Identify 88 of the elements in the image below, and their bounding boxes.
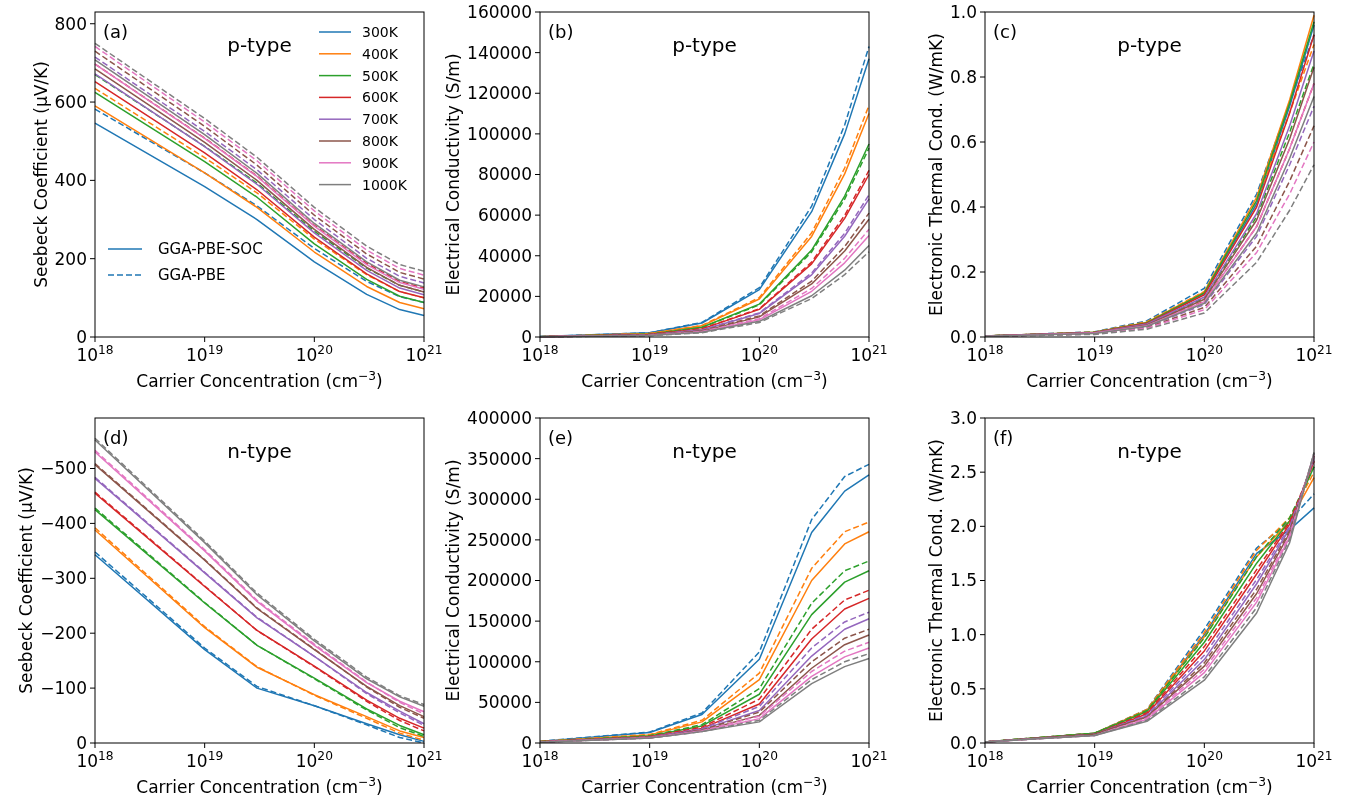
y-tick-label: 200000	[467, 570, 532, 591]
y-tick-label: 1.0	[949, 624, 977, 645]
text: n-type	[1117, 439, 1182, 463]
y-tick-label: 100000	[467, 123, 532, 144]
x-tick-label: 10$^{20}$	[1185, 749, 1223, 771]
y-tick-label: 40000	[477, 245, 532, 266]
legend-label: 700K	[362, 111, 399, 128]
y-tick-label: 100000	[467, 651, 532, 672]
y-tick-label: −100	[40, 678, 87, 699]
x-tick-label: 10$^{19}$	[631, 343, 669, 365]
y-tick-label: −500	[40, 458, 87, 479]
y-tick-label: 0.4	[949, 196, 977, 217]
x-tick-label: 10$^{20}$	[740, 343, 778, 365]
y-tick-label: −300	[40, 568, 87, 589]
y-axis-title: Electrical Conductivity (S/m)	[443, 53, 464, 296]
x-tick-label: 10$^{19}$	[1076, 343, 1114, 365]
x-axis-title: Carrier Concentration (cm$^{−3}$)	[581, 775, 828, 797]
y-tick-label: 160000	[467, 1, 532, 22]
annotation: (a)	[103, 21, 129, 42]
x-tick-label: 10$^{21}$	[1295, 749, 1333, 771]
y-axis-title: Seebeck Coefficient (μV/K)	[16, 467, 37, 694]
x-tick-label: 10$^{21}$	[850, 749, 888, 771]
x-axis-title: Carrier Concentration (cm$^{−3}$)	[136, 775, 383, 797]
y-axis-title: Electronic Thermal Cond. (W/mK)	[925, 33, 946, 316]
annotation: (d)	[103, 427, 129, 448]
legend-label: 300K	[362, 23, 399, 40]
text: n-type	[227, 439, 292, 463]
annotation: (f)	[993, 427, 1014, 448]
text: n-type	[672, 439, 737, 463]
y-tick-label: 80000	[477, 164, 532, 185]
x-tick-label: 10$^{21}$	[405, 343, 443, 365]
y-tick-label: 50000	[477, 692, 532, 713]
x-tick-label: 10$^{20}$	[1185, 343, 1223, 365]
legend-label: 600K	[362, 89, 399, 106]
y-tick-label: −200	[40, 623, 87, 644]
x-axis-title: Carrier Concentration (cm$^{−3}$)	[136, 369, 383, 391]
y-tick-label: −400	[40, 513, 87, 534]
annotation: GGA-PBE	[158, 266, 226, 285]
y-tick-label: 400000	[467, 407, 532, 428]
y-tick-label: 150000	[467, 611, 532, 632]
x-tick-label: 10$^{20}$	[295, 749, 333, 771]
x-tick-label: 10$^{19}$	[186, 749, 224, 771]
legend-label: 400K	[362, 45, 399, 62]
text: p-type	[1117, 33, 1182, 57]
legend-label: 1000K	[362, 176, 408, 193]
x-tick-label: 10$^{20}$	[295, 343, 333, 365]
y-tick-label: 350000	[467, 448, 532, 469]
annotation: (e)	[548, 427, 574, 448]
y-tick-label: 250000	[467, 529, 532, 550]
y-tick-label: 0.2	[949, 261, 977, 282]
y-tick-label: 400	[54, 170, 87, 191]
x-tick-label: 10$^{19}$	[631, 749, 669, 771]
text: p-type	[227, 33, 292, 57]
y-tick-label: 200	[54, 248, 87, 269]
y-axis-title: Seebeck Coefficient (μV/K)	[30, 61, 51, 288]
y-axis-title: Electrical Conductivity (S/m)	[443, 459, 464, 702]
legend-label: 900K	[362, 154, 399, 171]
x-tick-label: 10$^{19}$	[186, 343, 224, 365]
y-tick-label: 2.5	[949, 462, 977, 483]
legend-label: 500K	[362, 67, 399, 84]
x-tick-label: 10$^{21}$	[405, 749, 443, 771]
x-axis-title: Carrier Concentration (cm$^{−3}$)	[1026, 775, 1273, 797]
y-tick-label: 600	[54, 92, 87, 113]
x-tick-label: 10$^{19}$	[1076, 749, 1114, 771]
y-tick-label: 2.0	[949, 516, 977, 537]
x-tick-label: 10$^{21}$	[1295, 343, 1333, 365]
y-axis-title: Electronic Thermal Cond. (W/mK)	[925, 439, 946, 722]
x-axis-title: Carrier Concentration (cm$^{−3}$)	[581, 369, 828, 391]
y-tick-label: 140000	[467, 42, 532, 63]
y-tick-label: 1.0	[949, 1, 977, 22]
y-tick-label: 20000	[477, 286, 532, 307]
legend-label: 800K	[362, 132, 399, 149]
y-tick-label: 1.5	[949, 570, 977, 591]
y-tick-label: 0.8	[949, 66, 977, 87]
annotation: GGA-PBE-SOC	[158, 240, 263, 259]
y-tick-label: 60000	[477, 205, 532, 226]
x-tick-label: 10$^{20}$	[740, 749, 778, 771]
x-tick-label: 10$^{21}$	[850, 343, 888, 365]
y-tick-label: 0.5	[949, 678, 977, 699]
y-tick-label: 0.6	[949, 131, 977, 152]
annotation: (c)	[993, 21, 1017, 42]
y-tick-label: 3.0	[949, 407, 977, 428]
y-tick-label: 120000	[467, 83, 532, 104]
y-tick-label: 300000	[467, 489, 532, 510]
annotation: (b)	[548, 21, 574, 42]
text: p-type	[672, 33, 737, 57]
x-axis-title: Carrier Concentration (cm$^{−3}$)	[1026, 369, 1273, 391]
y-tick-label: 800	[54, 13, 87, 34]
